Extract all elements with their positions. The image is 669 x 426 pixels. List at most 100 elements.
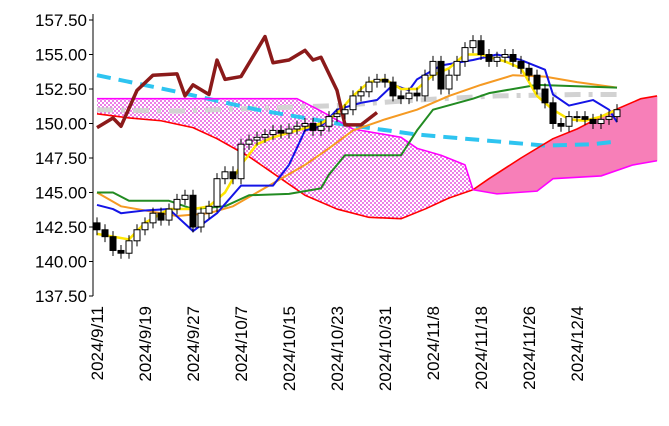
cloud-fill — [415, 146, 418, 214]
cloud-fill — [505, 167, 508, 194]
cloud-fill — [551, 138, 554, 181]
candle-body — [413, 92, 421, 97]
cloud-fill — [627, 103, 630, 167]
cloud-fill — [419, 148, 422, 212]
cloud-fill — [569, 131, 572, 178]
indicator-line — [97, 83, 618, 211]
cloud-fill — [553, 137, 556, 179]
cloud-fill — [597, 117, 600, 177]
cloud-fill — [433, 152, 436, 206]
cloud-fill — [279, 98, 282, 179]
cloud-fill — [225, 98, 228, 145]
cloud-fill — [395, 136, 398, 219]
cloud-fill — [407, 141, 410, 217]
cloud-fill — [437, 154, 440, 204]
cloud-fill — [427, 151, 430, 209]
cloud-fill — [223, 98, 226, 144]
candle-body — [125, 240, 133, 254]
cloud-fill — [601, 115, 604, 176]
candle-body — [205, 205, 213, 214]
cloud-fill — [633, 101, 636, 165]
cloud-fill — [299, 99, 302, 193]
cloud-fill — [115, 98, 118, 117]
cloud-fill — [185, 98, 188, 127]
cloud-fill — [425, 150, 428, 210]
cloud-fill — [351, 127, 354, 214]
cloud-fill — [327, 114, 330, 206]
x-tick-label: 2024/12/4 — [568, 306, 587, 382]
cloud-fill — [189, 98, 192, 128]
cloud-fill — [307, 103, 310, 197]
candle-body — [141, 222, 149, 231]
candle-body — [453, 60, 461, 76]
cloud-fill — [489, 177, 492, 193]
y-tick-label: 150.00 — [35, 115, 87, 134]
cloud-fill — [233, 98, 236, 149]
candle-body — [533, 74, 541, 90]
cloud-fill — [199, 98, 202, 132]
cloud-fill — [103, 98, 106, 115]
candle-body — [197, 212, 205, 228]
cloud-fill — [207, 98, 210, 135]
cloud-fill — [525, 154, 528, 192]
candle-body — [373, 78, 381, 83]
candle-body — [189, 194, 197, 228]
cloud-fill — [165, 98, 168, 123]
y-tick-label: 147.50 — [35, 149, 87, 168]
candle-body — [517, 60, 525, 69]
cloud-fill — [533, 149, 536, 192]
cloud-fill — [221, 98, 224, 143]
x-tick-label: 2024/9/11 — [88, 306, 107, 380]
candle-body — [245, 139, 253, 145]
y-tick-label: 157.50 — [35, 11, 87, 30]
cloud-fill — [535, 148, 538, 192]
cloud-fill — [305, 102, 308, 197]
cloud-fill — [643, 97, 646, 164]
candle-body — [581, 116, 589, 120]
cloud-fill — [363, 130, 366, 217]
cloud-fill — [439, 154, 442, 203]
cloud-fill — [401, 137, 404, 219]
candle-body — [525, 67, 533, 76]
cloud-fill — [373, 132, 376, 218]
cloud-fill — [459, 162, 462, 195]
cloud-fill — [611, 110, 614, 173]
cloud-fill — [531, 150, 534, 192]
cloud-fill — [309, 104, 312, 198]
cloud-fill — [385, 134, 388, 219]
cloud-fill — [379, 133, 382, 218]
cloud-fill — [645, 97, 648, 163]
x-tick-label: 2024/11/8 — [424, 306, 443, 380]
x-tick-label: 2024/10/31 — [376, 306, 395, 391]
x-tick-label: 2024/9/19 — [136, 306, 155, 382]
cloud-fill — [161, 98, 164, 122]
cloud-fill — [403, 138, 406, 218]
cloud-fill — [595, 118, 598, 177]
cloud-fill — [629, 102, 632, 167]
cloud-fill — [619, 107, 622, 170]
cloud-fill — [635, 100, 638, 165]
cloud-fill — [111, 98, 114, 116]
candle-body — [277, 129, 285, 134]
candle-body — [165, 208, 173, 221]
candles — [93, 35, 621, 259]
cloud-fill — [241, 98, 244, 154]
cloud-fill — [557, 136, 560, 179]
y-tick-label: 145.00 — [35, 184, 87, 203]
cloud-fill — [487, 178, 490, 193]
cloud-fill — [291, 98, 294, 187]
candle-body — [501, 54, 509, 58]
cloud-fill — [209, 98, 212, 136]
cloud-fill — [515, 160, 518, 193]
cloud-fill — [429, 151, 432, 208]
cloud-fill — [655, 95, 658, 162]
cloud-fill — [623, 105, 626, 169]
candle-body — [349, 95, 357, 111]
cloud-fill — [119, 98, 122, 117]
cloud-fill — [349, 126, 352, 213]
cloud-fill — [295, 98, 298, 190]
candle-body — [325, 116, 333, 127]
cloud-fill — [641, 98, 644, 164]
cloud-fill — [359, 130, 362, 216]
